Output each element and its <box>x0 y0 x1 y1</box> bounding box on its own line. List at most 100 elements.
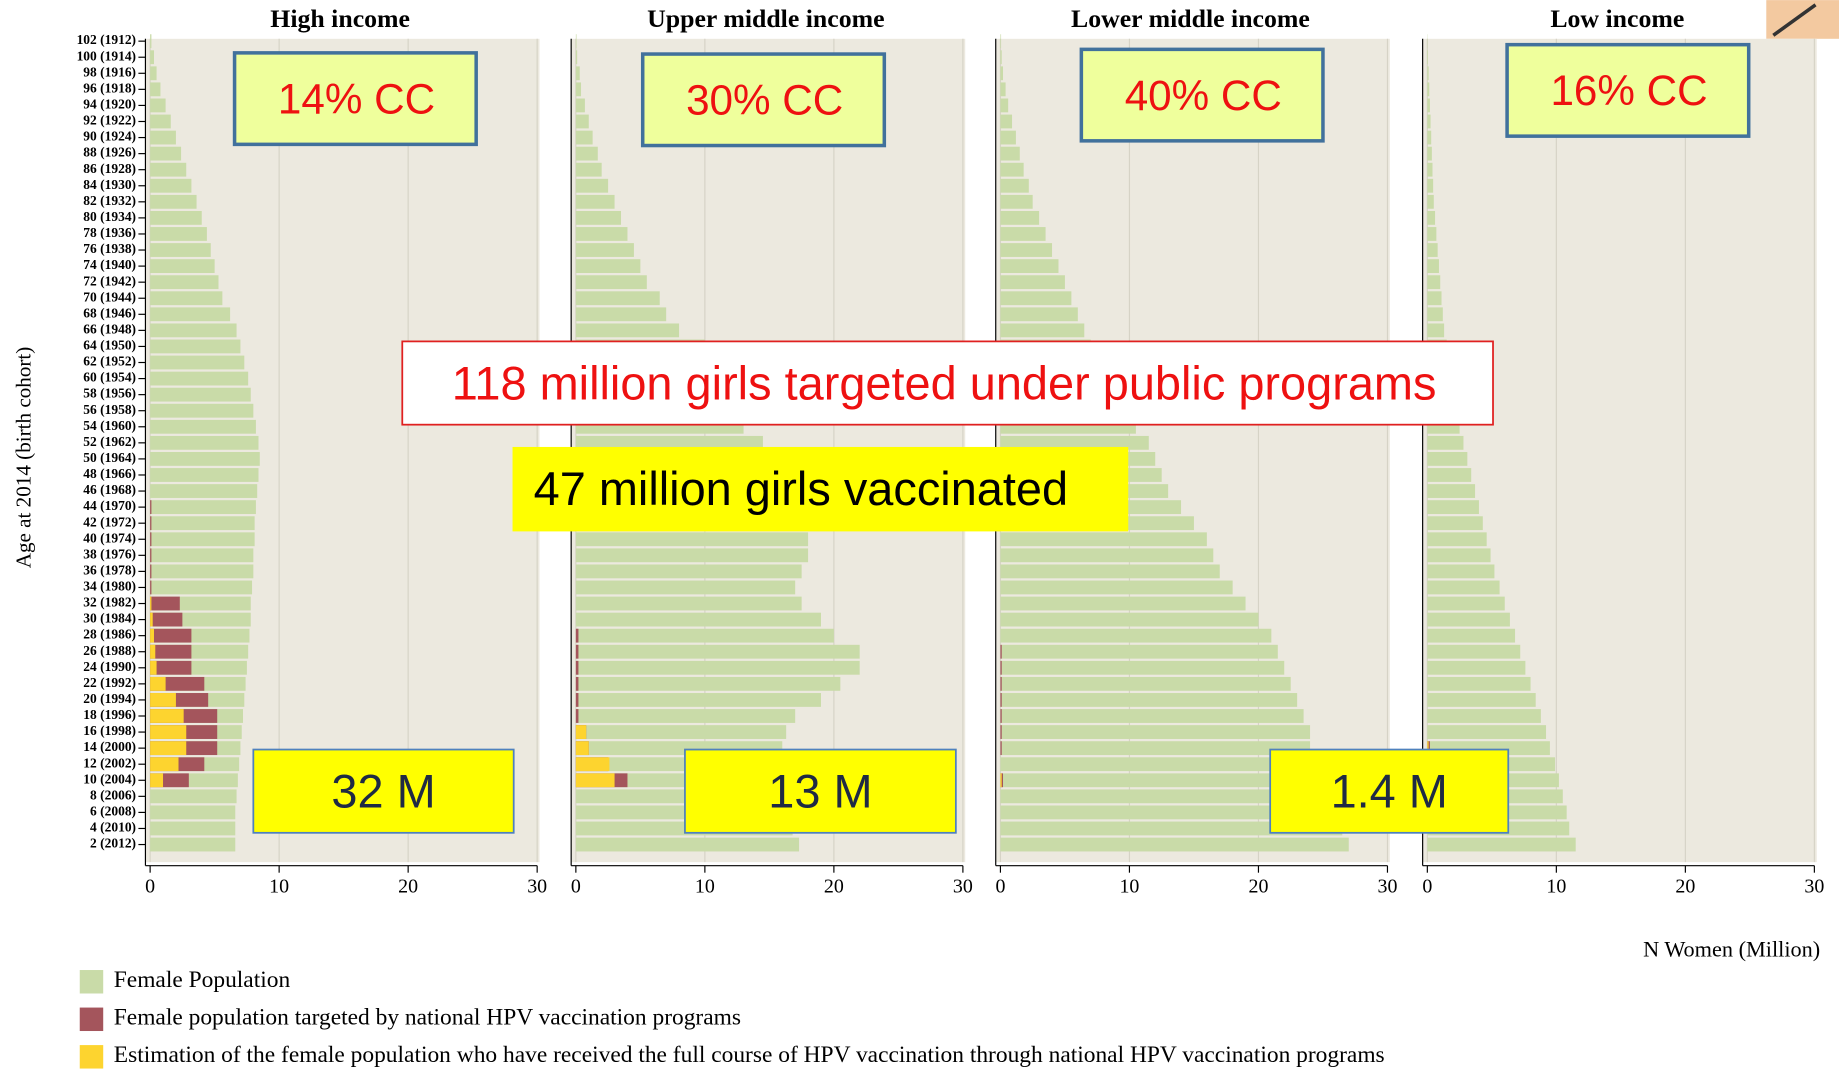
population-bar <box>1427 484 1475 498</box>
population-bar <box>1427 259 1439 273</box>
population-bar <box>1427 99 1430 113</box>
population-bar <box>1000 34 1001 48</box>
population-bar <box>150 50 154 64</box>
population-bar <box>1427 613 1510 627</box>
population-bar <box>1427 115 1430 129</box>
population-bar <box>1000 227 1045 241</box>
population-bar <box>576 227 628 241</box>
population-bar <box>576 323 679 337</box>
y-tick-label: 78 (1936) <box>83 225 136 240</box>
y-tick-label: 34 (1980) <box>83 579 136 594</box>
population-bar <box>1000 82 1005 96</box>
y-tick-label: 66 (1948) <box>83 321 136 336</box>
x-tick-label: 30 <box>527 876 547 898</box>
vaccinated-bar <box>150 693 176 707</box>
y-tick-label: 100 (1914) <box>77 48 136 63</box>
population-bar <box>1427 131 1431 145</box>
population-bar <box>1427 50 1428 64</box>
x-tick-label: 20 <box>824 876 844 898</box>
population-bar <box>576 661 860 675</box>
y-tick-label: 2 (2012) <box>90 836 136 851</box>
population-bar <box>1427 581 1499 595</box>
x-tick-label: 20 <box>1248 876 1268 898</box>
population-bar <box>150 82 160 96</box>
population-bar <box>150 307 230 321</box>
population-bar <box>576 115 589 129</box>
population-bar <box>1427 516 1482 530</box>
population-bar <box>150 356 244 370</box>
population-bar <box>1000 50 1001 64</box>
x-tick-label: 30 <box>1377 876 1397 898</box>
x-tick-label: 20 <box>1675 876 1695 898</box>
population-bar <box>576 66 580 80</box>
targeted-bar <box>1000 661 1001 675</box>
y-tick-label: 82 (1932) <box>83 193 136 208</box>
population-bar <box>150 115 171 129</box>
population-bar <box>150 789 236 803</box>
population-bar <box>150 404 253 418</box>
population-bar <box>1000 179 1028 193</box>
population-bar <box>1000 275 1065 289</box>
population-bar <box>1000 115 1012 129</box>
y-tick-label: 88 (1926) <box>83 145 136 160</box>
population-bar <box>1000 99 1008 113</box>
vaccinated-bar <box>150 773 163 787</box>
population-bar <box>150 452 260 466</box>
y-tick-label: 50 (1964) <box>83 450 136 465</box>
vaccinated-bar <box>150 661 156 675</box>
vaccinated-bar <box>150 645 155 659</box>
page: Age at 2014 (birth cohort) N Women (Mill… <box>0 0 1839 1071</box>
population-bar <box>576 82 581 96</box>
population-bar <box>1427 468 1471 482</box>
vaccinated-bar <box>576 757 610 771</box>
legend-label: Estimation of the female population who … <box>114 1042 1385 1068</box>
population-bar <box>150 323 236 337</box>
targeted-bar <box>150 613 182 627</box>
y-tick-label: 70 (1944) <box>83 289 136 304</box>
population-bar <box>576 564 802 578</box>
legend-swatch <box>80 970 103 993</box>
population-bar <box>1000 532 1206 546</box>
population-bar <box>1427 693 1535 707</box>
y-tick-label: 92 (1922) <box>83 113 136 128</box>
population-bar <box>576 291 660 305</box>
total-label: 13 M <box>768 766 872 818</box>
population-bar <box>1000 693 1297 707</box>
population-bar <box>576 613 821 627</box>
population-bar <box>576 99 585 113</box>
population-bar <box>150 436 258 450</box>
population-bar <box>150 388 251 402</box>
coverage-label: 14% CC <box>278 75 435 122</box>
population-bar <box>150 275 218 289</box>
population-bar <box>1000 323 1084 337</box>
vaccinated-bar <box>576 741 589 755</box>
population-bar <box>1000 581 1232 595</box>
population-bar <box>150 532 254 546</box>
population-bar <box>150 805 235 819</box>
targeted-bar <box>1000 645 1001 659</box>
population-bar <box>576 179 608 193</box>
population-bar <box>576 243 634 257</box>
vaccinated-bar <box>150 709 184 723</box>
y-tick-label: 16 (1998) <box>83 723 136 738</box>
population-bar <box>576 693 821 707</box>
x-tick-label: 0 <box>145 876 155 898</box>
population-bar <box>150 99 165 113</box>
targeted-bar <box>576 693 579 707</box>
population-bar <box>150 484 257 498</box>
targeted-bar <box>576 629 579 643</box>
y-tick-label: 26 (1988) <box>83 643 136 658</box>
y-tick-label: 22 (1992) <box>83 675 136 690</box>
population-bar <box>1427 82 1429 96</box>
y-tick-label: 18 (1996) <box>83 707 136 722</box>
panel-title: Low income <box>1550 4 1684 33</box>
coverage-label: 40% CC <box>1125 72 1282 119</box>
y-tick-label: 98 (1916) <box>83 64 136 79</box>
population-bar <box>1427 227 1436 241</box>
y-tick-label: 58 (1956) <box>83 386 136 401</box>
population-bar <box>1000 243 1052 257</box>
targeted-bar <box>150 629 191 643</box>
population-bar <box>1427 709 1541 723</box>
population-bar <box>1427 275 1440 289</box>
population-bar <box>1000 163 1023 177</box>
